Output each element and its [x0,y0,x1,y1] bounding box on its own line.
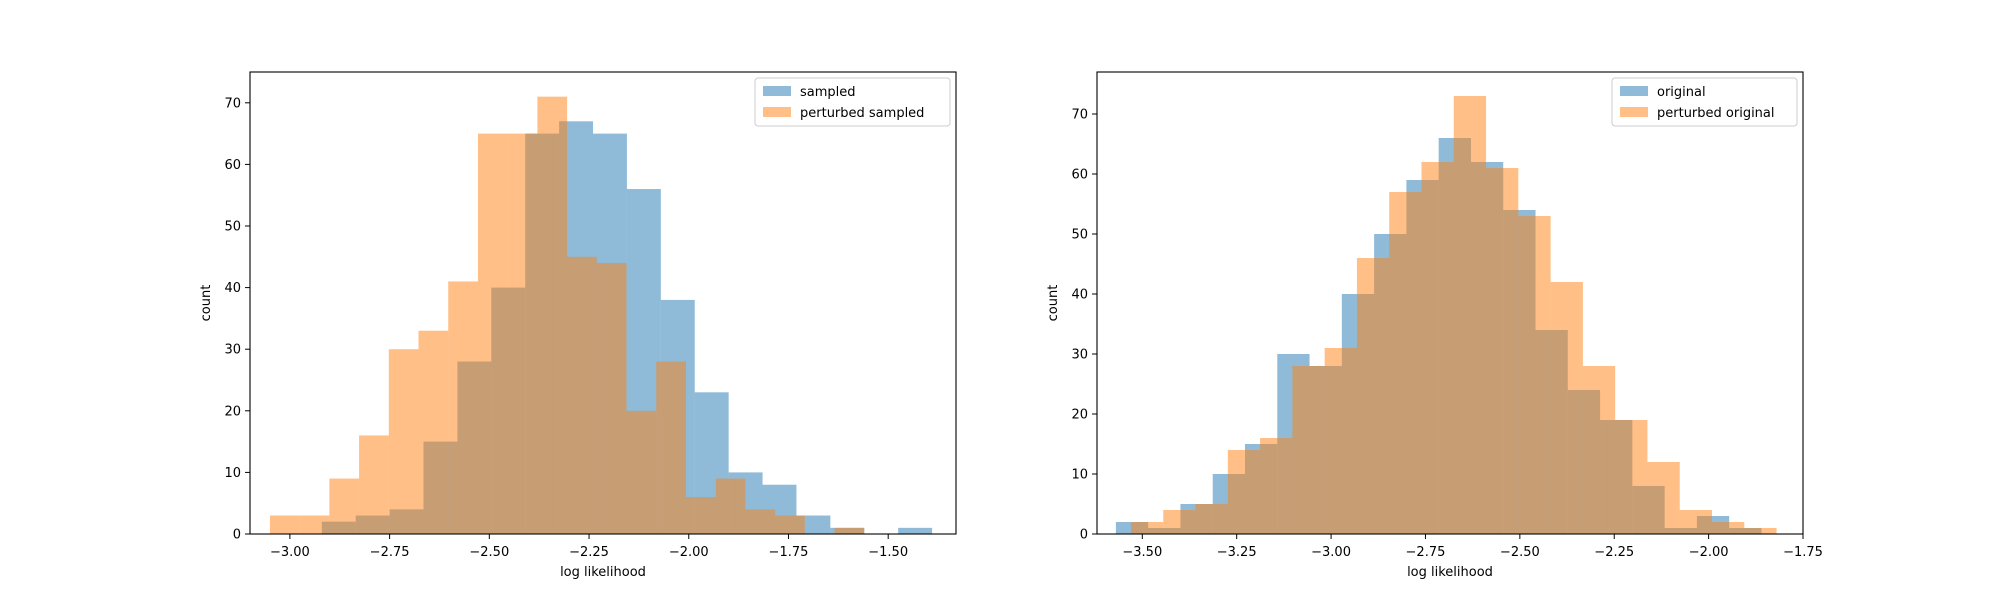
histogram-bar [1421,162,1453,534]
series-perturbed-original [1131,96,1777,534]
y-tick-label: 60 [224,158,241,173]
histogram-bar [1292,366,1324,534]
histogram-bar [597,263,627,534]
y-tick-label: 10 [1071,468,1088,483]
histogram-bar [419,331,449,534]
legend-swatch [1620,107,1648,117]
histogram-bar [775,516,805,534]
histogram-bar [1163,510,1195,534]
x-axis-label: log likelihood [1407,565,1493,580]
x-tick-label: −2.25 [569,545,609,560]
histogram-bar [567,257,597,534]
histogram-bar [1551,282,1583,534]
histogram-bar [1196,504,1228,534]
histogram-bar [1744,528,1776,534]
histogram-bar [389,349,419,534]
y-tick-label: 30 [1071,348,1088,363]
histogram-bar [508,134,538,534]
histogram-bar [898,528,932,534]
y-axis-label: count [199,285,214,322]
y-tick-label: 70 [1071,108,1088,123]
histogram-bar [478,134,508,534]
x-tick-label: −2.00 [1689,545,1729,560]
histogram-bar [1583,366,1615,534]
y-tick-label: 30 [224,343,241,358]
x-tick-label: −2.75 [1406,545,1446,560]
y-tick-label: 70 [224,96,241,111]
histogram-bar [300,516,330,534]
x-tick-label: −3.00 [270,545,310,560]
histogram-bar [835,528,865,534]
x-tick-label: −3.00 [1311,545,1351,560]
y-tick-label: 50 [1071,228,1088,243]
legend-label: perturbed sampled [800,106,924,121]
histogram-bar [745,509,775,534]
y-tick-label: 20 [1071,408,1088,423]
histogram-bar [1131,522,1163,534]
histogram-bar [1325,348,1357,534]
x-tick-label: −1.50 [868,545,908,560]
legend-label: perturbed original [1657,106,1775,121]
legend-label: sampled [800,85,856,100]
y-tick-label: 40 [224,281,241,296]
legend: original perturbed original [1612,78,1797,126]
x-tick-label: −3.50 [1122,545,1162,560]
x-tick-label: −1.75 [1783,545,1823,560]
y-axis-label: count [1046,285,1061,322]
x-tick-label: −2.50 [469,545,509,560]
series-perturbed-sampled [270,97,864,534]
histogram-bar [537,97,567,534]
histogram-bar [1228,450,1260,534]
y-tick-label: 20 [224,404,241,419]
x-tick-label: −2.50 [1500,545,1540,560]
histogram-bar [1389,192,1421,534]
histogram-bar [1615,420,1647,534]
y-tick-label: 50 [224,220,241,235]
x-tick-label: −2.00 [669,545,709,560]
legend-swatch [763,86,791,96]
legend-swatch [763,107,791,117]
x-axis-label: log likelihood [560,565,646,580]
legend-label: original [1657,85,1706,100]
right-histogram-chart: −3.50 −3.25 −3.00 −2.75 −2.50 −2.25 −2.00 −1.75… [1046,72,1823,580]
histogram-bar [359,435,389,534]
histogram-bar [1486,168,1518,534]
x-tick-label: −2.25 [1594,545,1634,560]
histogram-bar [1712,522,1744,534]
histogram-bar [1454,96,1486,534]
histogram-bar [716,479,746,534]
y-tick-label: 0 [233,528,241,543]
legend-swatch [1620,86,1648,96]
histogram-bar [1518,216,1550,534]
legend: sampled perturbed sampled [755,78,950,126]
x-tick-label: −3.25 [1217,545,1257,560]
histogram-bar [1647,462,1679,534]
histogram-bar [1260,438,1292,534]
histogram-bar [656,362,686,534]
y-tick-label: 40 [1071,288,1088,303]
histogram-bar [1357,258,1389,534]
histogram-bar [448,281,478,534]
y-tick-label: 0 [1080,528,1088,543]
x-tick-label: −2.75 [370,545,410,560]
y-tick-label: 10 [224,466,241,481]
y-tick-label: 60 [1071,168,1088,183]
histogram-bar [627,411,657,534]
histogram-bar [270,516,300,534]
histogram-bar [329,479,359,534]
left-histogram-chart: −3.00 −2.75 −2.50 −2.25 −2.00 −1.75 −1.50 0 10 20… [199,72,956,580]
x-tick-label: −1.75 [769,545,809,560]
histogram-bar [1680,510,1712,534]
histogram-bar [686,497,716,534]
